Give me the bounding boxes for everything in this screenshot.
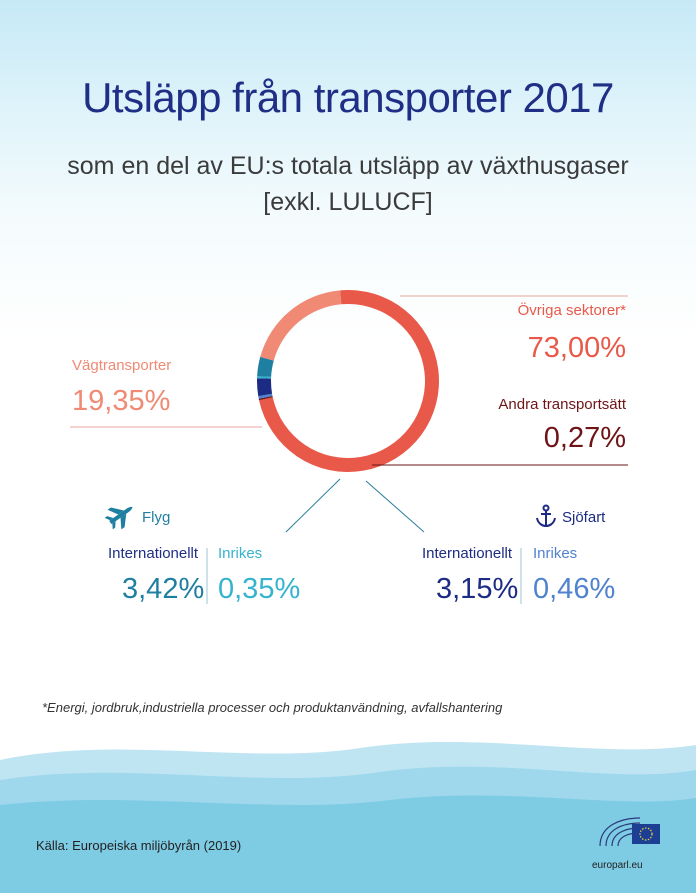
- donut-slice-andra-transportsätt: [258, 395, 273, 401]
- donut-slice-vägtransporter: [260, 290, 342, 361]
- donut-slice-flyg-inrikes: [257, 376, 272, 379]
- flyg-inr-label: Inrikes: [218, 545, 263, 562]
- sjo-inr-value: 0,46%: [533, 573, 616, 605]
- donut-slice-sjöfart-inrikes: [258, 393, 273, 399]
- flyg-int-label: Internationellt: [108, 545, 199, 562]
- vag-value: 19,35%: [72, 385, 171, 417]
- vag-label: Vägtransporter: [72, 357, 172, 374]
- leader-line-flyg: [285, 478, 341, 533]
- source-text: Källa: Europeiska miljöbyrån (2019): [36, 838, 242, 853]
- sjo-title: Sjöfart: [562, 509, 606, 526]
- sjo-int-value: 3,15%: [436, 573, 519, 605]
- andra-value: 0,27%: [543, 422, 626, 454]
- donut-slice-flyg-internationellt: [257, 356, 274, 377]
- andra-label: Andra transportsätt: [498, 396, 626, 413]
- chart-title: Utsläpp från transporter 2017: [82, 74, 614, 121]
- sjo-inr-label: Inrikes: [533, 545, 578, 562]
- flyg-inr-value: 0,35%: [218, 573, 301, 605]
- leader-line-sjo: [365, 480, 425, 533]
- flyg-int-value: 3,42%: [122, 573, 205, 605]
- flyg-title: Flyg: [142, 509, 171, 526]
- subtitle-line-1: som en del av EU:s totala utsläpp av väx…: [67, 152, 629, 180]
- chart-subtitle: som en del av EU:s totala utsläpp av väx…: [0, 148, 696, 220]
- ovriga-label: Övriga sektorer*: [517, 302, 626, 319]
- logo-text: europarl.eu: [592, 860, 643, 871]
- donut-slice-sjöfart-internationellt: [257, 378, 273, 397]
- sjo-int-label: Internationellt: [422, 545, 513, 562]
- ovriga-value: 73,00%: [527, 332, 626, 364]
- footnote: *Energi, jordbruk,industriella processer…: [42, 700, 503, 715]
- subtitle-line-2: [exkl. LULUCF]: [263, 188, 433, 216]
